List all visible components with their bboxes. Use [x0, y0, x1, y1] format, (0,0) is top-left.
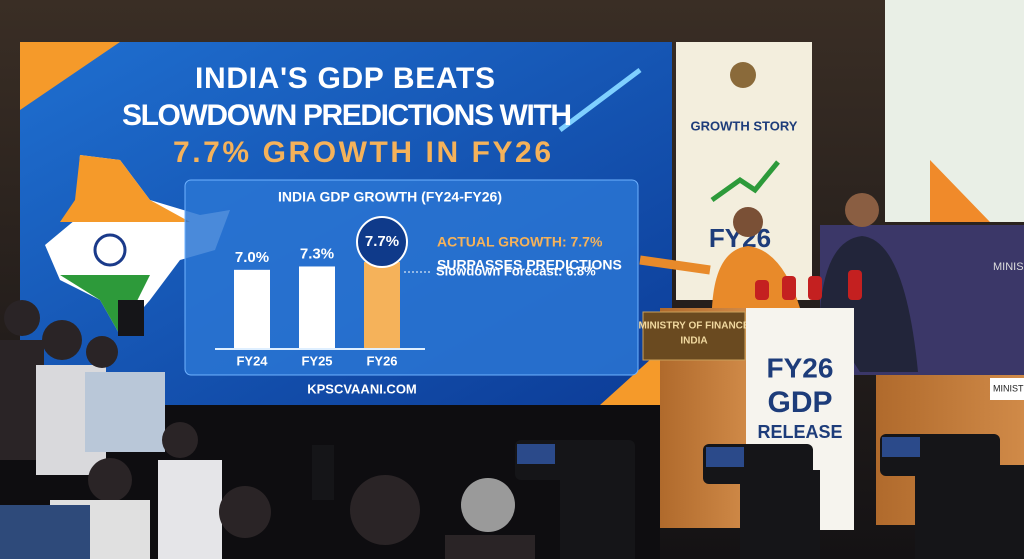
camera — [118, 300, 144, 336]
camera-screens — [517, 437, 920, 467]
banner-title: GROWTH STORY — [691, 118, 798, 133]
value-badge — [356, 216, 408, 268]
emblem — [730, 62, 756, 88]
speaker-head — [845, 193, 879, 227]
nameplate — [990, 378, 1024, 400]
annotation: SURPASSES PREDICTIONS — [437, 257, 622, 273]
headline: SLOWDOWN PREDICTIONS WITH — [122, 99, 572, 132]
right-screen-decor — [930, 160, 990, 222]
banner-arrow — [710, 160, 780, 203]
person — [4, 300, 40, 336]
sign-text: GDP — [767, 386, 832, 419]
person — [42, 320, 82, 360]
camera — [740, 470, 820, 559]
mic — [782, 276, 796, 300]
chakra — [93, 233, 127, 267]
person — [350, 475, 420, 545]
plaque — [642, 311, 746, 361]
person — [88, 458, 132, 502]
headline: INDIA'S GDP BEATS — [195, 62, 495, 95]
camera-screen — [882, 437, 920, 457]
person — [219, 486, 271, 538]
sign-text: FY26 — [767, 352, 834, 383]
chart-title: INDIA GDP GROWTH (FY24-FY26) — [278, 189, 502, 205]
nameplate-text: MINISTRY — [993, 383, 1024, 393]
microphones — [755, 270, 862, 300]
map-saffron — [60, 155, 190, 222]
x-tick-label: FY25 — [301, 353, 332, 368]
right-screen — [885, 0, 1024, 222]
x-tick-label: FY26 — [366, 353, 397, 368]
speaker-head — [733, 207, 763, 237]
camera — [915, 465, 1024, 559]
plaque-text: INDIA — [680, 336, 707, 347]
value-label: 7.3% — [300, 245, 334, 262]
forecast-label: Slowdown Forecast: 6.8% — [436, 263, 596, 278]
chart: FY24 7.0% FY25 7.3% FY26 7.7% Slowdown Forecas… — [234, 216, 596, 368]
mic — [755, 280, 769, 300]
person — [162, 422, 198, 458]
value-label: 7.7% — [365, 233, 399, 250]
x-tick-label: FY24 — [236, 353, 268, 368]
camera-screen — [517, 444, 555, 464]
person — [86, 336, 118, 368]
camera — [560, 470, 635, 559]
bar — [364, 262, 400, 348]
screen-corner — [20, 42, 120, 110]
trend-arrow — [558, 68, 642, 132]
mic — [808, 276, 822, 300]
mic — [848, 270, 862, 300]
sign-text: RELEASE — [757, 422, 842, 442]
backdrop-text: MINIS — [993, 261, 1024, 273]
value-label: 7.0% — [235, 249, 269, 266]
speaker — [712, 246, 800, 308]
footer: KPSCVAANI.COM — [307, 381, 417, 396]
camera — [312, 445, 334, 500]
audience — [0, 300, 535, 559]
bar — [234, 269, 270, 348]
chair — [0, 505, 90, 559]
person — [461, 478, 515, 532]
person — [158, 460, 222, 559]
headline: 7.7% GROWTH IN FY26 — [173, 136, 551, 169]
bar — [299, 266, 335, 348]
plaque-text: MINISTRY OF FINANCE — [638, 321, 749, 332]
chart-panel — [184, 179, 639, 376]
person — [85, 372, 165, 452]
speaker-arm — [639, 255, 711, 275]
annotation: ACTUAL GROWTH: 7.7% — [437, 234, 603, 250]
person — [445, 535, 535, 559]
camera-screen — [706, 447, 744, 467]
cameras — [118, 300, 1024, 559]
